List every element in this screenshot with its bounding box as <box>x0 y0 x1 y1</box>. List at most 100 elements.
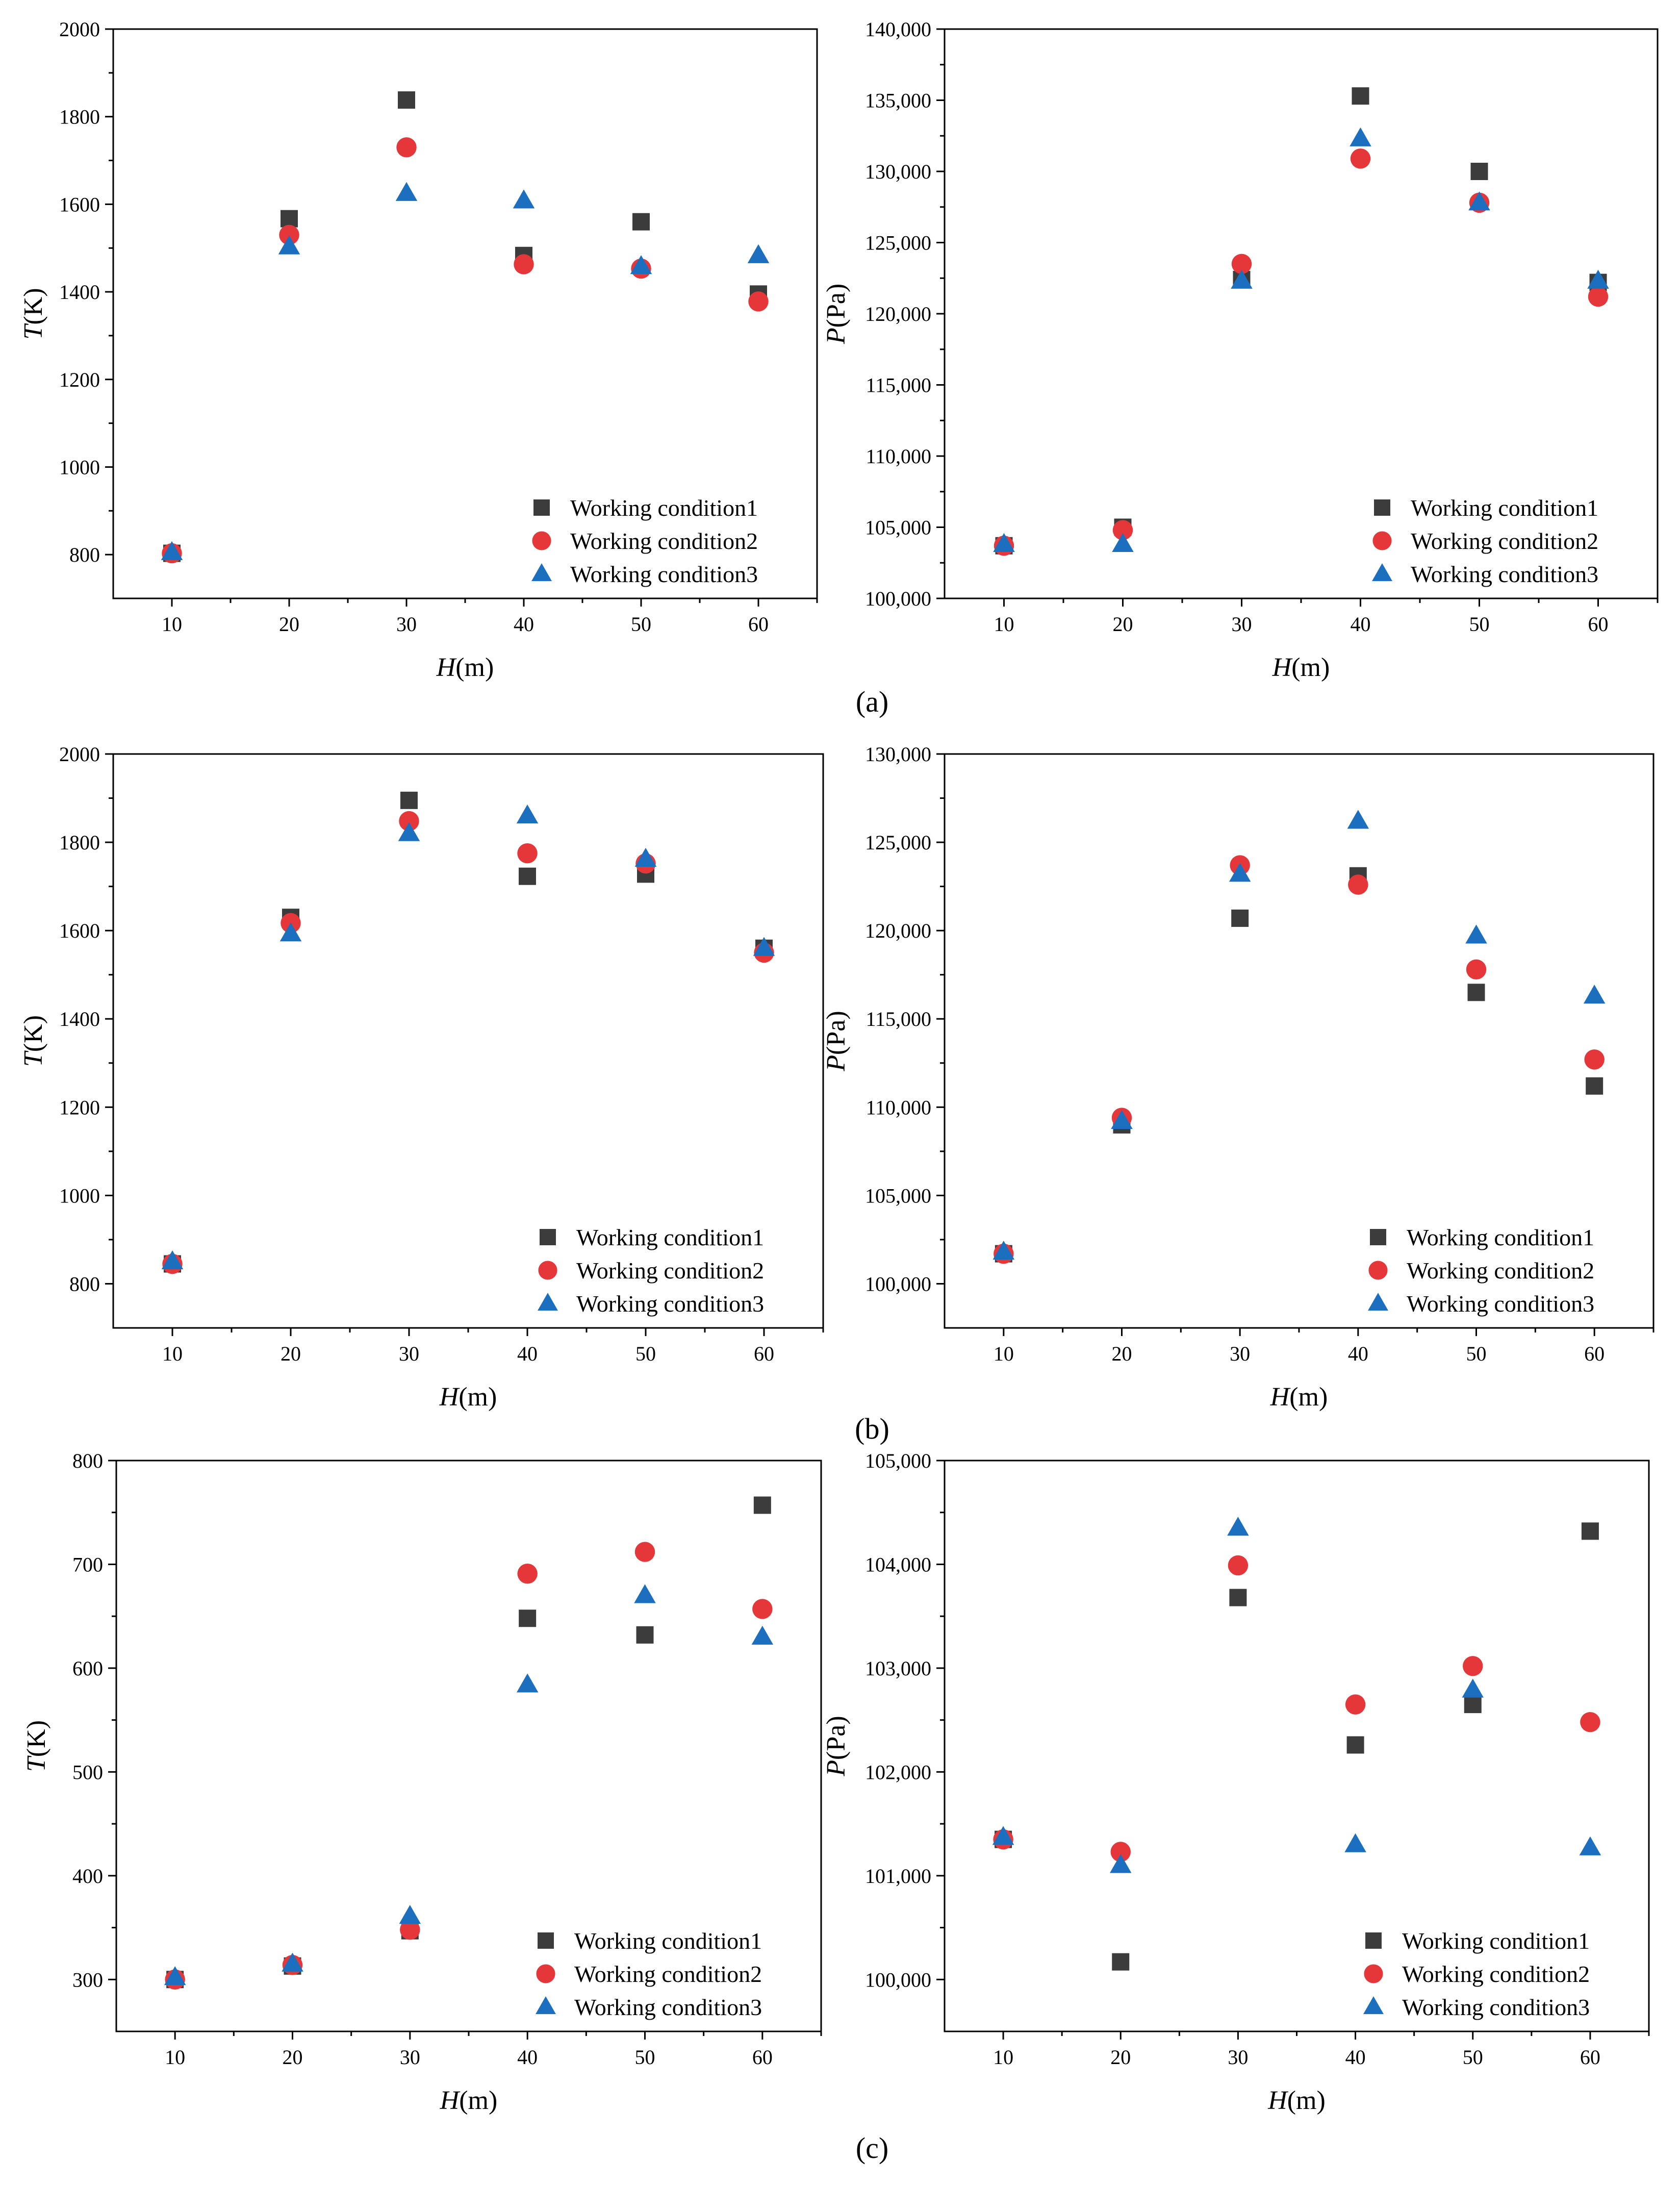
data-point-square <box>1467 984 1485 1001</box>
data-point-square <box>1581 1522 1599 1540</box>
data-point-circle <box>1588 286 1609 307</box>
y-tick-label: 130,000 <box>865 160 931 183</box>
data-point-triangle <box>1347 810 1369 829</box>
data-point-triangle <box>1112 533 1134 552</box>
legend-label: Working condition3 <box>1411 561 1598 587</box>
y-tick-label: 110,000 <box>866 1096 931 1119</box>
x-tick-label: 20 <box>283 2046 303 2069</box>
x-tick-label: 20 <box>281 1342 301 1365</box>
legend-marker <box>1372 563 1392 582</box>
data-point-square <box>753 1496 771 1514</box>
y-tick-label: 2000 <box>59 18 100 41</box>
panel-label: (c) <box>856 2131 888 2165</box>
x-tick-label: 50 <box>1463 2046 1483 2069</box>
legend-label: Working condition2 <box>1411 528 1598 554</box>
data-point-square <box>1231 909 1249 927</box>
legend-label: Working condition3 <box>570 561 758 587</box>
legend-label: Working condition3 <box>574 1994 762 2020</box>
y-tick-label: 105,000 <box>865 516 931 539</box>
x-tick-label: 10 <box>993 2046 1013 2069</box>
legend-marker <box>1370 1229 1386 1245</box>
y-tick-label: 105,000 <box>865 1449 931 1472</box>
data-point-circle <box>634 1542 655 1562</box>
data-point-square <box>1586 1077 1603 1095</box>
data-point-triangle <box>1227 1517 1249 1536</box>
data-point-triangle <box>1587 269 1609 289</box>
legend-marker <box>538 1293 558 1311</box>
x-tick-label: 60 <box>1588 613 1609 636</box>
y-tick-label: 120,000 <box>865 919 931 942</box>
data-point-circle <box>1231 254 1252 274</box>
data-point-circle <box>748 291 769 312</box>
data-point-triangle <box>278 235 300 255</box>
x-tick-label: 10 <box>994 613 1014 636</box>
data-point-triangle <box>1111 1110 1133 1129</box>
y-tick-label: 140,000 <box>865 18 931 41</box>
data-point-circle <box>1345 1694 1366 1715</box>
y-tick-label: 103,000 <box>865 1657 931 1680</box>
y-tick-label: 300 <box>72 1968 103 1991</box>
data-point-triangle <box>753 937 775 956</box>
data-point-triangle <box>1462 1678 1484 1698</box>
y-tick-label: 400 <box>72 1865 103 1888</box>
legend-label: Working condition1 <box>1402 1928 1590 1954</box>
data-point-triangle <box>1231 269 1253 289</box>
x-tick-label: 30 <box>1230 1342 1250 1365</box>
legend-marker <box>1365 1932 1382 1949</box>
x-axis-title: H(m) <box>436 653 494 682</box>
data-point-square <box>636 1626 654 1644</box>
y-axis-title: T(K) <box>19 288 48 339</box>
legend-label: Working condition2 <box>1402 1961 1590 1987</box>
legend-marker <box>536 1964 555 1983</box>
y-tick-label: 105,000 <box>865 1184 931 1207</box>
data-point-triangle <box>992 1826 1014 1845</box>
x-tick-label: 50 <box>631 613 651 636</box>
data-point-triangle <box>161 1250 184 1270</box>
legend-marker <box>1374 499 1390 516</box>
x-tick-label: 30 <box>1228 2046 1248 2069</box>
data-point-square <box>400 791 418 809</box>
legend-label: Working condition3 <box>576 1291 764 1317</box>
y-tick-label: 102,000 <box>865 1761 931 1783</box>
data-point-triangle <box>1344 1833 1366 1852</box>
data-point-triangle <box>747 244 770 263</box>
x-tick-label: 50 <box>1469 613 1490 636</box>
legend-label: Working condition1 <box>1407 1224 1594 1250</box>
legend-marker <box>540 1229 556 1245</box>
chart-6: 10 20 30 40 50 60 100,000 101,000 102,000 103,000… <box>822 1449 1650 2115</box>
y-tick-label: 700 <box>72 1553 103 1576</box>
y-tick-label: 125,000 <box>865 232 931 255</box>
data-point-square <box>281 210 298 228</box>
legend-marker <box>1372 531 1392 550</box>
y-tick-label: 1400 <box>59 281 100 304</box>
data-point-circle <box>1348 874 1368 895</box>
chart-5: 10 20 30 40 50 60 300 400 500 600 700 800 H(m) T(K) Wo… <box>22 1449 822 2115</box>
legend-marker <box>1363 1996 1384 2015</box>
x-axis-title: H(m) <box>1267 2086 1326 2115</box>
data-point-square <box>1464 1696 1482 1714</box>
y-tick-label: 1600 <box>59 919 100 942</box>
y-tick-label: 100,000 <box>865 1272 931 1295</box>
y-axis-title: P(Pa) <box>822 1716 851 1776</box>
legend-marker <box>1368 1293 1388 1311</box>
y-tick-label: 100,000 <box>865 587 931 610</box>
data-point-triangle <box>993 533 1015 552</box>
data-point-triangle <box>1583 985 1606 1004</box>
y-tick-label: 135,000 <box>865 89 931 112</box>
legend-label: Working condition1 <box>570 495 758 521</box>
data-point-triangle <box>751 1625 774 1645</box>
x-tick-label: 40 <box>514 613 534 636</box>
chart-2: 10 20 30 40 50 60 100,000 105,000 110,000 115,000… <box>822 18 1659 682</box>
y-tick-label: 800 <box>72 1449 103 1472</box>
data-point-circle <box>514 254 534 274</box>
y-axis-title: P(Pa) <box>822 1011 851 1071</box>
legend-marker <box>1368 1261 1388 1280</box>
x-axis-title: H(m) <box>1270 1382 1328 1412</box>
data-point-circle <box>279 224 299 245</box>
data-point-triangle <box>634 847 657 867</box>
y-tick-label: 1000 <box>59 1184 100 1207</box>
data-point-triangle <box>1110 1854 1132 1873</box>
x-axis-title: H(m) <box>439 1382 497 1412</box>
y-tick-label: 1800 <box>59 106 100 129</box>
y-tick-label: 110,000 <box>866 445 931 468</box>
